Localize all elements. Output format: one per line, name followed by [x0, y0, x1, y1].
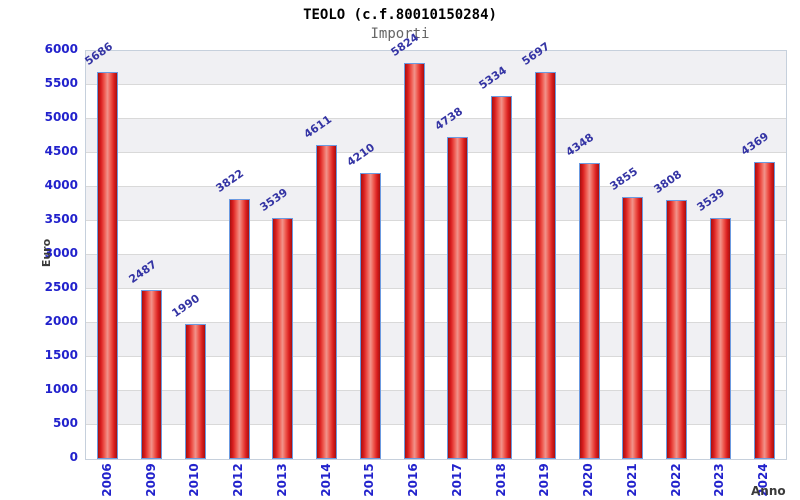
gridline-3000: [86, 254, 786, 255]
y-axis-title: Euro: [40, 238, 53, 268]
gridline-5000: [86, 118, 786, 119]
bar-value-label-2022: 3808: [651, 167, 684, 197]
y-tick-5000: 5000: [44, 110, 78, 124]
bar-2016: [403, 62, 425, 459]
bar-2010: [184, 323, 206, 459]
bar-value-label-2019: 5697: [519, 39, 553, 68]
gridline-5500: [86, 84, 786, 85]
y-tick-0: 0: [69, 450, 78, 464]
bar-2015: [359, 172, 381, 459]
bar-value-label-2006: 5686: [82, 40, 115, 69]
x-tick-2018: 2018: [493, 463, 508, 497]
bar-2017: [447, 136, 469, 459]
y-tick-4500: 4500: [44, 144, 78, 158]
x-tick-2017: 2017: [449, 463, 464, 497]
bar-value-label-2012: 3822: [213, 166, 247, 196]
y-tick-4000: 4000: [44, 178, 78, 192]
chart-title: TEOLO (c.f.80010150284): [303, 7, 497, 23]
gridline-2000: [86, 322, 786, 323]
y-tick-6000: 6000: [44, 42, 78, 56]
bar-value-label-2013: 3539: [257, 186, 290, 215]
bar-2006: [97, 72, 119, 459]
x-tick-2006: 2006: [99, 463, 114, 497]
chart-subtitle: Importi: [370, 26, 430, 42]
x-tick-2023: 2023: [712, 463, 727, 497]
bar-2013: [272, 218, 294, 459]
bar-value-label-2018: 5334: [476, 64, 509, 93]
bar-value-label-2024: 4369: [738, 129, 772, 158]
gridline-1000: [86, 390, 786, 391]
x-tick-2022: 2022: [668, 463, 683, 497]
gridline-3500: [86, 220, 786, 221]
bar-2020: [578, 163, 600, 459]
x-tick-2016: 2016: [406, 463, 421, 497]
y-tick-3500: 3500: [44, 212, 78, 226]
plot-area: 5686 2487 1990 3822 3539 4611 4210 5824 4738 5334…: [82, 31, 787, 460]
bar-value-label-2009: 2487: [126, 257, 159, 286]
bar-2009: [141, 289, 163, 459]
x-tick-2020: 2020: [581, 463, 596, 497]
bar-2022: [666, 200, 688, 459]
x-tick-2021: 2021: [624, 463, 639, 497]
gridline-2500: [86, 288, 786, 289]
gridline-4000: [86, 186, 786, 187]
bar-value-label-2010: 1990: [169, 291, 203, 320]
x-tick-2019: 2019: [537, 463, 552, 497]
x-tick-2012: 2012: [231, 463, 246, 497]
y-tick-1500: 1500: [44, 348, 78, 362]
bar-2014: [316, 145, 338, 459]
gridline-500: [86, 424, 786, 425]
x-tick-2013: 2013: [274, 463, 289, 497]
gridline-1500: [86, 356, 786, 357]
bar-value-label-2023: 3539: [694, 186, 728, 215]
x-tick-2009: 2009: [143, 463, 158, 497]
bar-2012: [228, 199, 250, 459]
bar-value-label-2020: 4348: [563, 131, 597, 160]
bar-2024: [753, 161, 775, 459]
bar-value-label-2017: 4738: [432, 104, 465, 133]
bar-value-label-2021: 3855: [607, 164, 640, 193]
bar-value-label-2015: 4210: [344, 140, 378, 169]
x-axis-title: Anno: [751, 484, 786, 498]
x-tick-2014: 2014: [318, 463, 333, 497]
bar-2018: [491, 96, 513, 459]
y-tick-5500: 5500: [44, 76, 78, 90]
x-tick-2010: 2010: [187, 463, 202, 497]
gridline-4500: [86, 152, 786, 153]
bar-2023: [709, 218, 731, 459]
x-tick-2015: 2015: [362, 463, 377, 497]
y-tick-2500: 2500: [44, 280, 78, 294]
y-tick-2000: 2000: [44, 314, 78, 328]
bar-2021: [622, 196, 644, 459]
y-tick-1000: 1000: [44, 382, 78, 396]
y-tick-500: 500: [52, 416, 78, 430]
bar-2019: [534, 71, 556, 459]
